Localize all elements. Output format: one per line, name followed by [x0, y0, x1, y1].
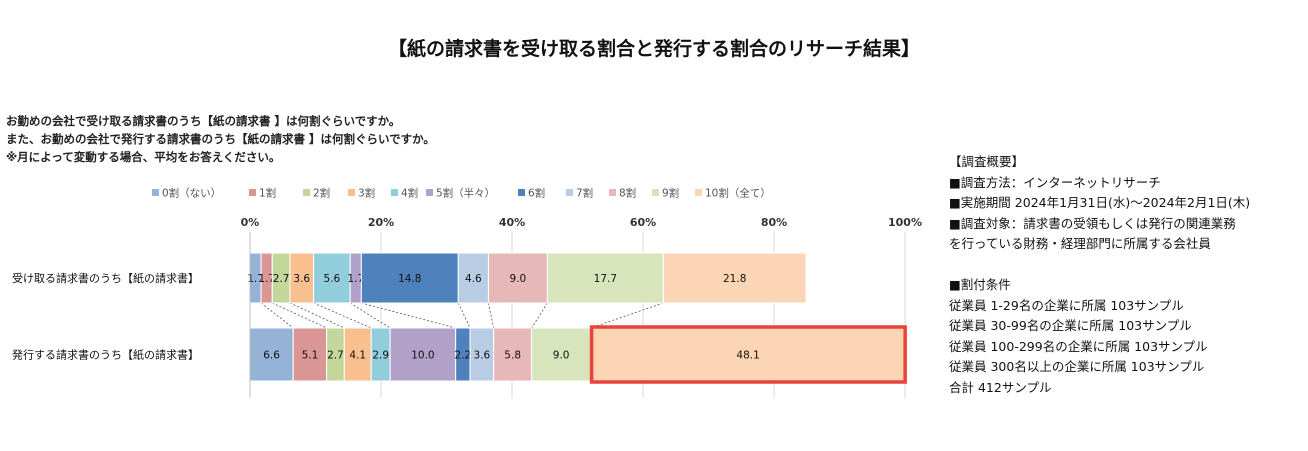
- category-label: 受け取る請求書のうち【紙の請求書】: [12, 271, 199, 285]
- data-label: 9.0: [510, 273, 527, 285]
- legend-label: 7割: [576, 187, 593, 200]
- bar-segment: [662, 252, 807, 304]
- bar-segment: [292, 327, 328, 382]
- series-connector-line: [350, 302, 391, 329]
- legend-label: 8割: [619, 187, 636, 200]
- series-connector-line: [313, 302, 372, 329]
- series-connector-line: [272, 302, 327, 329]
- series-connector-lines: [260, 302, 664, 329]
- legend-label: 3割: [358, 187, 375, 200]
- x-tick-label: 40%: [499, 216, 525, 229]
- data-label: 9.0: [553, 350, 570, 362]
- legend-label: 1割: [259, 187, 276, 200]
- legend-label: 6割: [528, 187, 545, 200]
- legend-label: 4割: [401, 187, 418, 200]
- summary-line: 従業員 1-29名の企業に所属 103サンプル: [949, 297, 1184, 313]
- bar-segment: [249, 327, 294, 382]
- question-line: お勤めの会社で受け取る請求書のうち【紙の請求書 】は何割ぐらいですか。: [6, 114, 401, 128]
- series-connector-line: [531, 302, 548, 329]
- legend-swatch: [426, 189, 433, 196]
- legend-swatch: [249, 189, 256, 196]
- summary-line: 従業員 30-99名の企業に所属 103サンプル: [949, 318, 1192, 333]
- legend-label: 2割: [313, 187, 330, 200]
- data-label: 4.6: [465, 273, 482, 285]
- bar-segment: [457, 252, 489, 304]
- summary-line: ■割付条件: [949, 277, 1011, 292]
- summary-line: ■調査対象：請求書の受領もしくは発行の関連業務: [949, 215, 1236, 231]
- data-label: 2.7: [273, 273, 290, 285]
- bar-segment: [389, 327, 457, 382]
- bar-segment: [360, 252, 459, 304]
- question-line: また、お勤めの会社で発行する請求書のうち【紙の請求書 】は何割ぐらいですか。: [6, 132, 435, 146]
- series-connector-line: [289, 302, 345, 329]
- summary-line: [949, 255, 1250, 276]
- data-label: 6.6: [263, 350, 280, 362]
- page-title: 【紙の請求書を受け取る割合と発行する割合のリサーチ結果】: [387, 38, 920, 60]
- data-label: 5.8: [504, 350, 521, 362]
- bar-segment: [487, 252, 548, 304]
- data-label: 3.6: [293, 273, 310, 285]
- legend-swatch: [391, 189, 398, 196]
- data-label: 2.9: [372, 350, 389, 362]
- data-label: 21.8: [723, 273, 746, 285]
- legend-swatch: [566, 189, 573, 196]
- highlight-box: [589, 325, 907, 384]
- x-tick-label: 0%: [241, 216, 260, 229]
- question-line: ※月によって変動する場合、平均をお答えください。: [6, 150, 281, 164]
- data-label: 1.7: [258, 273, 275, 285]
- series-connector-line: [361, 302, 456, 329]
- series-connector-line: [457, 302, 471, 329]
- summary-line: を行っている財務・経理部門に所属する会社員: [949, 236, 1211, 251]
- data-label: 48.1: [736, 350, 759, 362]
- data-label: 2.2: [455, 350, 472, 362]
- bar-area: 1.71.72.7 3.6 5.6 1.7 14.8 4.6 9.0 17.7 21.86.6 5…: [247, 232, 907, 398]
- bar-segment: [343, 327, 372, 382]
- data-label: 1.7: [347, 273, 364, 285]
- bar-segment: [313, 252, 351, 304]
- x-tick-label: 100%: [888, 216, 922, 229]
- category-labels: 受け取る請求書のうち【紙の請求書】発行する請求書のうち【紙の請求書】: [12, 271, 199, 362]
- bar-segment: [546, 252, 664, 304]
- category-label: 発行する請求書のうち【紙の請求書】: [12, 348, 199, 362]
- data-label: 14.8: [398, 273, 421, 285]
- legend-swatch: [152, 189, 159, 196]
- x-tick-label: 60%: [630, 216, 656, 229]
- legend-swatch: [695, 189, 702, 196]
- legend-swatch: [518, 189, 525, 196]
- data-label: 4.1: [349, 350, 366, 362]
- x-tick-label: 80%: [761, 216, 787, 229]
- data-label: 2.7: [327, 350, 344, 362]
- summary-line: ■調査方法：インターネットリサーチ: [949, 174, 1161, 190]
- bar-segment: [590, 327, 907, 382]
- legend-swatch: [652, 189, 659, 196]
- legend-label: 10割（全て）: [705, 187, 771, 200]
- chart-legend: 0割（ない） 1割 2割 3割 4割 5割（半々） 6割 7割 8割 9割 10割（全て）: [152, 187, 771, 200]
- series-connector-line: [488, 302, 495, 329]
- stacked-bar-chart: 0割（ない） 1割 2割 3割 4割 5割（半々） 6割 7割 8割 9割 10割（全て） 0% 20…: [12, 187, 922, 398]
- summary-line: 合計 412サンプル: [949, 379, 1052, 395]
- series-connector-line: [260, 302, 294, 329]
- data-label: 10.0: [411, 350, 434, 362]
- x-tick-label: 20%: [368, 216, 394, 229]
- legend-label: 0割（ない）: [162, 187, 221, 200]
- survey-summary: 【調査概要】 ■調査方法：インターネットリサーチ ■実施期間 2024年1月31…: [949, 152, 1250, 398]
- summary-line: 【調査概要】: [949, 154, 1025, 169]
- data-label: 17.7: [594, 273, 617, 285]
- legend-swatch: [609, 189, 616, 196]
- summary-line: 従業員 100-299名の企業に所属 103サンプル: [949, 338, 1208, 354]
- data-label: 3.6: [474, 350, 491, 362]
- series-connector-line: [590, 302, 664, 329]
- data-label: 5.6: [324, 273, 341, 285]
- data-label: 5.1: [302, 350, 319, 362]
- legend-swatch: [303, 189, 310, 196]
- data-label: 1.7: [247, 273, 264, 285]
- bar-segment: [531, 327, 592, 382]
- legend-swatch: [348, 189, 355, 196]
- summary-line: ■実施期間 2024年1月31日(水)～2024年2月1日(木): [949, 195, 1251, 210]
- legend-label: 9割: [662, 187, 679, 200]
- summary-line: 従業員 300名以上の企業に所属 103サンプル: [949, 359, 1205, 374]
- survey-question: お勤めの会社で受け取る請求書のうち【紙の請求書 】は何割ぐらいですか。 また、お…: [6, 112, 435, 166]
- bar-segment: [493, 327, 533, 382]
- legend-label: 5割（半々）: [436, 187, 495, 200]
